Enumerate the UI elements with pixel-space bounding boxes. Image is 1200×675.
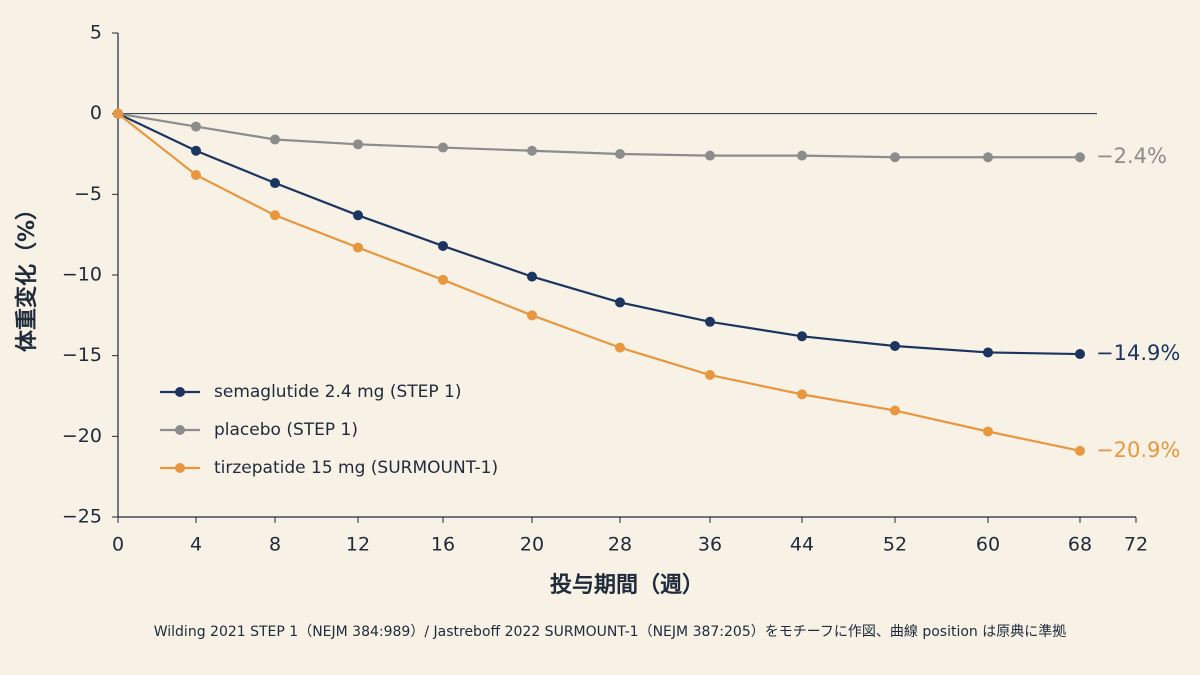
data-point — [113, 108, 123, 119]
data-point — [191, 145, 201, 156]
legend-label: semaglutide 2.4 mg (STEP 1) — [214, 382, 461, 402]
data-point — [527, 271, 537, 282]
data-point — [983, 347, 993, 358]
data-point — [438, 240, 448, 251]
data-point — [438, 142, 448, 153]
data-point — [1075, 152, 1085, 163]
legend-marker — [175, 387, 185, 397]
y-tick-label: −20 — [62, 425, 102, 447]
data-point — [890, 152, 900, 163]
data-point — [353, 242, 363, 253]
data-point — [797, 389, 807, 400]
y-tick-label: −15 — [62, 344, 102, 366]
data-point — [527, 310, 537, 321]
end-label: −14.9% — [1096, 341, 1180, 365]
data-point — [705, 316, 715, 327]
data-point — [1075, 445, 1085, 456]
data-point — [615, 342, 625, 353]
legend-label: placebo (STEP 1) — [214, 420, 358, 440]
data-point — [797, 150, 807, 161]
data-point — [983, 426, 993, 437]
data-point — [1075, 349, 1085, 360]
data-point — [890, 340, 900, 351]
y-tick-label: 0 — [90, 102, 102, 124]
data-point — [705, 150, 715, 161]
data-point — [353, 210, 363, 221]
data-point — [438, 274, 448, 285]
data-point — [270, 210, 280, 221]
x-tick-label: 12 — [346, 534, 370, 556]
legend-label: tirzepatide 15 mg (SURMOUNT-1) — [214, 458, 498, 478]
data-point — [705, 370, 715, 381]
x-tick-label: 20 — [520, 534, 544, 556]
x-tick-label: 16 — [431, 534, 455, 556]
data-point — [191, 121, 201, 132]
legend-marker — [175, 463, 185, 473]
x-tick-label: 0 — [112, 534, 124, 556]
y-tick-label: −10 — [62, 264, 102, 286]
x-tick-label: 8 — [269, 534, 281, 556]
data-point — [353, 139, 363, 150]
y-tick-label: 5 — [90, 22, 102, 44]
series-line — [117, 112, 1080, 159]
series-line — [117, 112, 1081, 356]
data-point — [797, 331, 807, 342]
data-point — [890, 405, 900, 416]
x-tick-label: 4 — [190, 534, 202, 556]
x-tick-label: 36 — [698, 534, 722, 556]
x-tick-label: 68 — [1068, 534, 1092, 556]
data-point — [527, 145, 537, 156]
data-point — [191, 169, 201, 180]
data-point — [270, 134, 280, 145]
x-tick-label: 44 — [790, 534, 814, 556]
y-tick-label: −25 — [62, 506, 102, 528]
series-line — [117, 112, 1081, 452]
legend-marker — [175, 425, 185, 435]
y-tick-label: −5 — [74, 183, 102, 205]
x-tick-label: 60 — [976, 534, 1000, 556]
x-tick-label: 52 — [883, 534, 907, 556]
y-axis-label: 体重変化（%） — [14, 198, 40, 352]
data-point — [983, 152, 993, 163]
end-label: −20.9% — [1096, 438, 1180, 462]
footnote: Wilding 2021 STEP 1（NEJM 384:989）/ Jastr… — [154, 624, 1067, 640]
data-point — [615, 149, 625, 159]
data-point — [270, 178, 280, 189]
x-axis-label: 投与期間（週） — [550, 573, 704, 598]
end-label: −2.4% — [1096, 144, 1167, 168]
x-tick-label: 28 — [608, 534, 632, 556]
x-tick-label: 72 — [1124, 534, 1148, 556]
data-point — [615, 297, 625, 308]
